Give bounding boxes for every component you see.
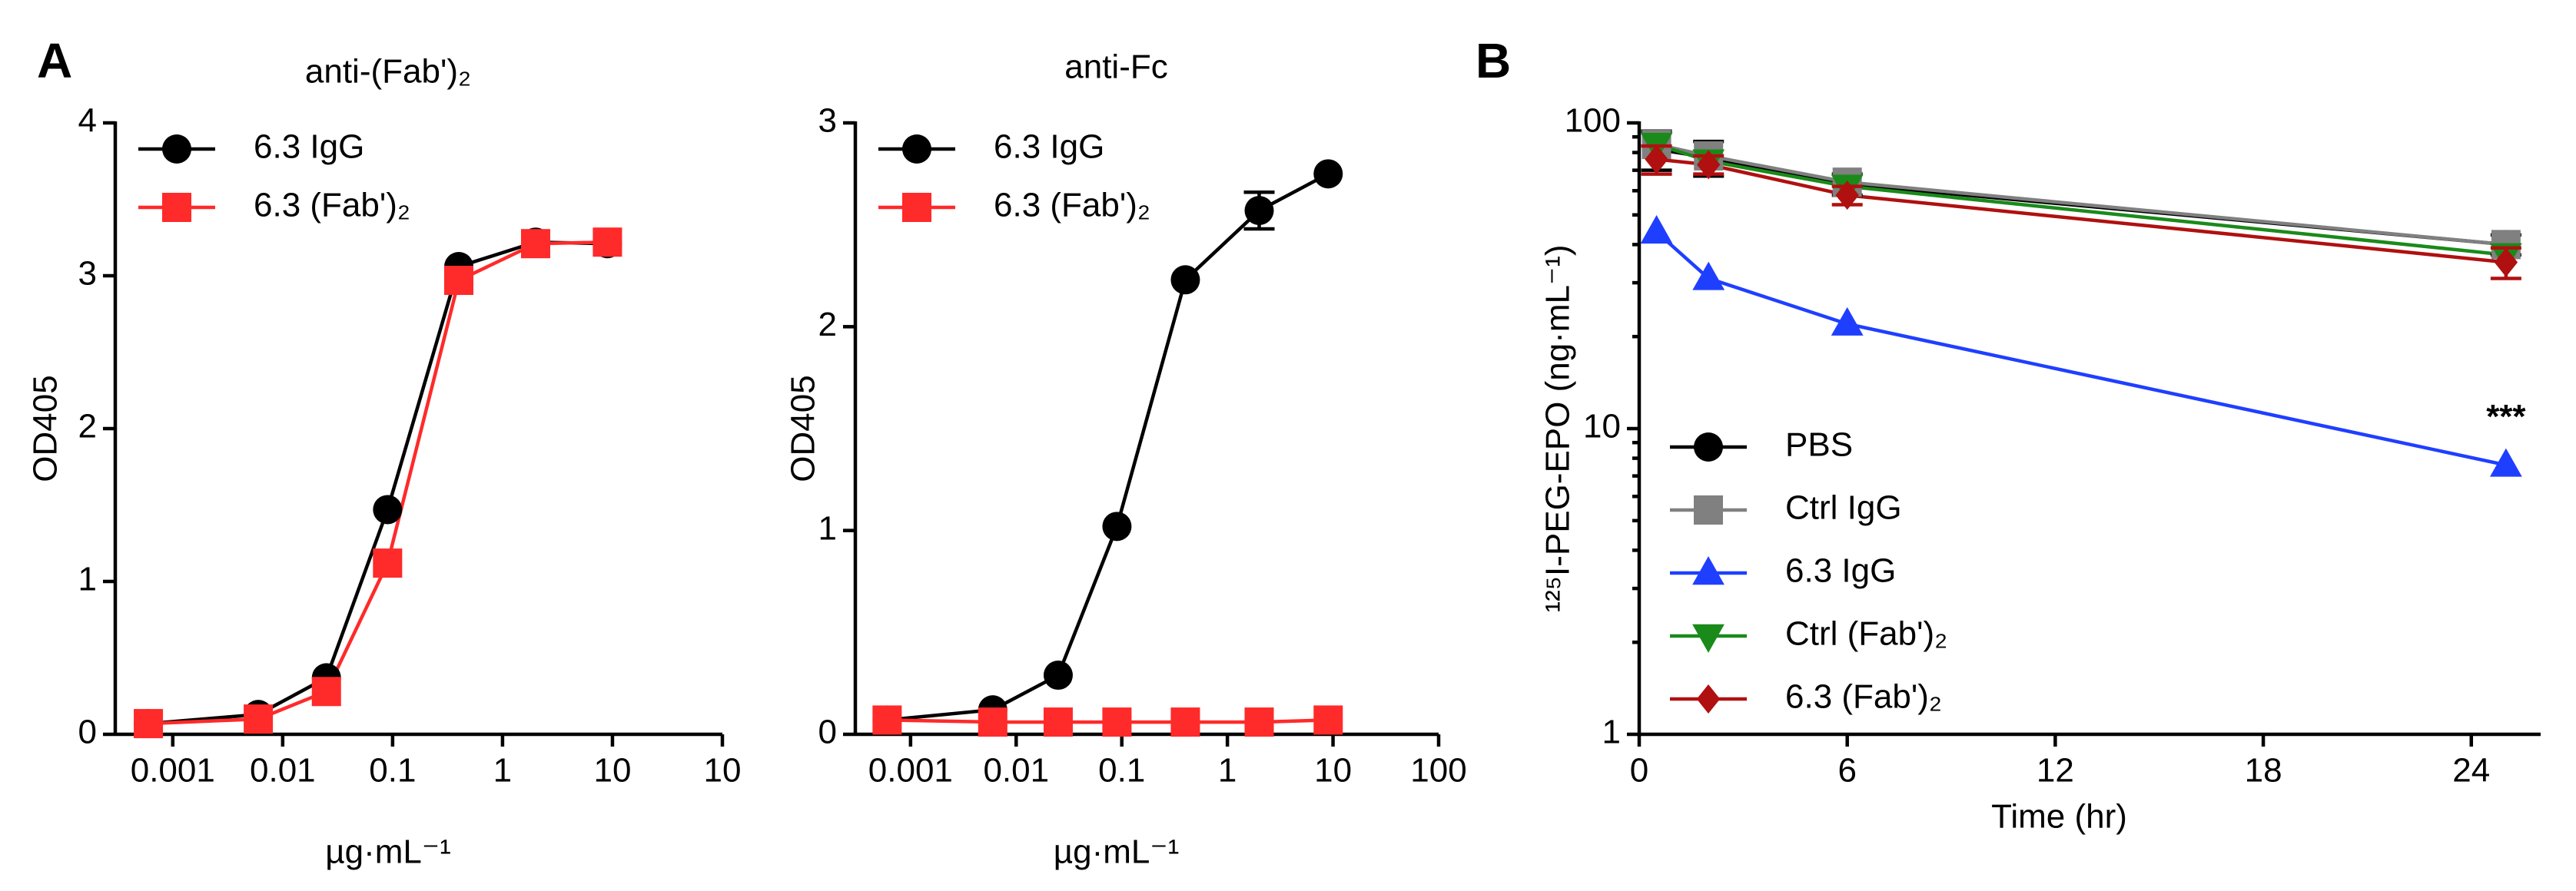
legend-label: 6.3 (Fab')₂ (994, 187, 1150, 224)
x-tick-label: 0.001 (868, 752, 953, 790)
legend-marker (1694, 432, 1723, 462)
marker (1697, 150, 1721, 180)
y-tick-label: 3 (818, 102, 837, 140)
y-axis-label: OD405 (785, 375, 822, 482)
series-line (1656, 142, 2507, 247)
series-line (1655, 142, 2507, 257)
x-tick-label: 0.01 (250, 752, 316, 790)
y-tick-label: 1 (78, 561, 97, 598)
legend-marker (902, 193, 931, 222)
x-tick-label: 10 (593, 752, 631, 790)
marker (1170, 265, 1200, 295)
legend-label: 6.3 (Fab')₂ (254, 187, 410, 224)
x-axis-label: µg·mL⁻¹ (1054, 833, 1179, 871)
legend-marker (1692, 556, 1725, 585)
marker (1313, 705, 1343, 735)
marker (1244, 707, 1274, 737)
panel-label: A (37, 33, 72, 88)
marker (443, 265, 473, 295)
series-line (1656, 147, 2507, 247)
x-tick-label: 10 (1314, 752, 1352, 790)
legend-marker (902, 134, 931, 164)
y-tick-label: 2 (818, 306, 837, 343)
x-tick-label: 6 (1837, 752, 1856, 790)
x-tick-label: 12 (2037, 752, 2074, 790)
marker (872, 705, 902, 735)
marker (2494, 247, 2518, 277)
marker (1043, 661, 1073, 691)
x-tick-label: 1 (1218, 752, 1237, 790)
x-axis-label: Time (hr) (1991, 798, 2127, 836)
series-line (1655, 230, 2507, 467)
legend-label: 6.3 (Fab')₂ (1785, 678, 1942, 716)
x-tick-label: 24 (2452, 752, 2490, 790)
legend-marker (1692, 624, 1725, 653)
marker (244, 704, 274, 734)
marker (311, 677, 341, 707)
marker (1170, 707, 1200, 737)
legend-marker (162, 134, 191, 164)
x-tick-label: 0.001 (131, 752, 215, 790)
legend-label: 6.3 IgG (1785, 552, 1896, 590)
marker (520, 229, 550, 259)
y-tick-label: 1 (818, 509, 837, 547)
marker (1043, 707, 1073, 737)
x-tick-label: 0.01 (983, 752, 1049, 790)
marker (1831, 306, 1864, 336)
y-tick-label: 0 (78, 714, 97, 751)
marker (978, 707, 1007, 737)
marker (1645, 144, 1668, 174)
marker (373, 548, 403, 578)
marker (1640, 215, 1673, 244)
y-tick-label: 1 (1602, 714, 1621, 751)
marker (1102, 707, 1132, 737)
x-axis-label: µg·mL⁻¹ (325, 833, 450, 871)
y-tick-label: 0 (818, 714, 837, 751)
legend-label: Ctrl (Fab')₂ (1785, 615, 1947, 653)
marker (1835, 181, 1859, 210)
y-tick-label: 2 (78, 408, 97, 446)
x-tick-label: 18 (2245, 752, 2282, 790)
series-line (1656, 157, 2507, 264)
marker (1313, 159, 1343, 189)
x-tick-label: 100 (1410, 752, 1466, 790)
y-axis-label: OD405 (27, 375, 65, 482)
marker (373, 495, 403, 525)
marker (2489, 448, 2522, 477)
chart-title: anti-Fc (1064, 48, 1167, 86)
legend-marker (1694, 495, 1723, 525)
legend-marker (162, 193, 191, 222)
chart-title: anti-(Fab')₂ (305, 53, 471, 91)
marker (593, 227, 622, 257)
x-tick-label: 0 (1630, 752, 1648, 790)
y-tick-label: 4 (78, 102, 97, 140)
y-tick-label: 3 (78, 255, 97, 293)
x-tick-label: 0.1 (369, 752, 416, 790)
y-axis-label: ¹²⁵I-PEG-EPO (ng·mL⁻¹) (1539, 244, 1577, 612)
legend-label: PBS (1785, 426, 1853, 464)
legend-label: 6.3 IgG (254, 128, 364, 166)
x-tick-label: 0.1 (1098, 752, 1145, 790)
series-line (887, 172, 1329, 722)
legend-label: Ctrl IgG (1785, 489, 1902, 527)
y-tick-label: 10 (1583, 408, 1621, 446)
y-tick-label: 100 (1565, 102, 1621, 140)
legend-marker (1696, 684, 1721, 714)
marker (1244, 196, 1274, 226)
x-tick-label: 1 (493, 752, 512, 790)
series-line (148, 240, 608, 726)
series-line (148, 240, 608, 726)
legend-label: 6.3 IgG (994, 128, 1104, 166)
panel-label: B (1476, 33, 1511, 88)
annotation: *** (2486, 398, 2526, 436)
x-tick-label: 10 (704, 752, 742, 790)
marker (1102, 512, 1132, 542)
marker (1692, 261, 1725, 290)
marker (134, 709, 164, 739)
